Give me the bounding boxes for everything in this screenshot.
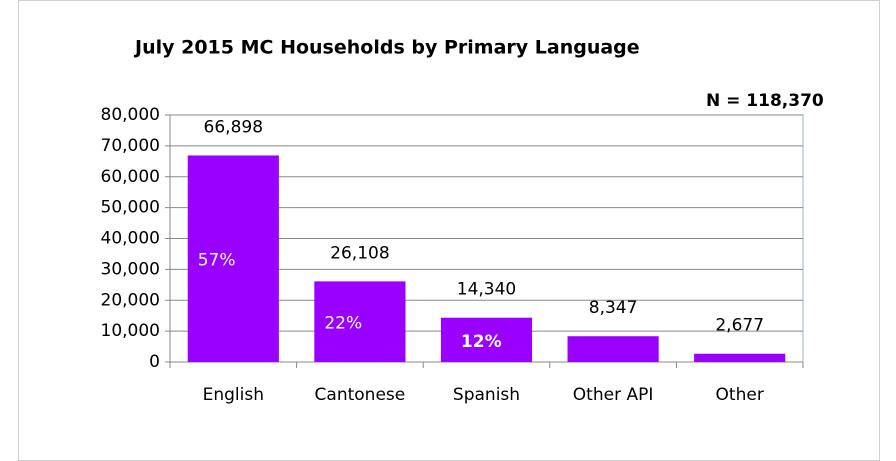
chart-title: July 2015 MC Households by Primary Langu…: [133, 37, 640, 59]
bar: [187, 155, 279, 362]
annotation: N = 118,370: [706, 91, 824, 111]
y-tick-label: 70,000: [101, 136, 160, 156]
y-tick-label: 60,000: [101, 167, 160, 187]
x-tick-label: English: [203, 385, 264, 405]
y-tick-label: 40,000: [101, 229, 160, 249]
bar: [314, 281, 406, 362]
x-tick-label: Other API: [573, 385, 654, 405]
value-label: 2,677: [715, 316, 764, 336]
value-label: 26,108: [330, 243, 389, 263]
bar: [694, 353, 786, 362]
share-label: 57%: [198, 251, 236, 271]
y-tick-label: 0: [149, 352, 160, 372]
x-tick-label: Cantonese: [315, 385, 406, 405]
y-tick-label: 50,000: [101, 198, 160, 218]
bar: [440, 317, 533, 362]
y-tick-label: 30,000: [101, 259, 160, 279]
value-label: 8,347: [589, 298, 638, 318]
share-label: 22%: [324, 314, 362, 334]
y-tick-label: 80,000: [101, 105, 160, 125]
value-label: 14,340: [457, 280, 516, 300]
y-tick-label: 10,000: [101, 321, 160, 341]
value-label: 66,898: [204, 117, 263, 137]
x-tick-label: Spanish: [453, 385, 520, 405]
chart-frame: [18, 0, 880, 461]
x-tick-label: Other: [716, 385, 764, 405]
bar: [567, 336, 659, 362]
share-label: 12%: [461, 332, 502, 352]
y-tick-label: 20,000: [101, 290, 160, 310]
